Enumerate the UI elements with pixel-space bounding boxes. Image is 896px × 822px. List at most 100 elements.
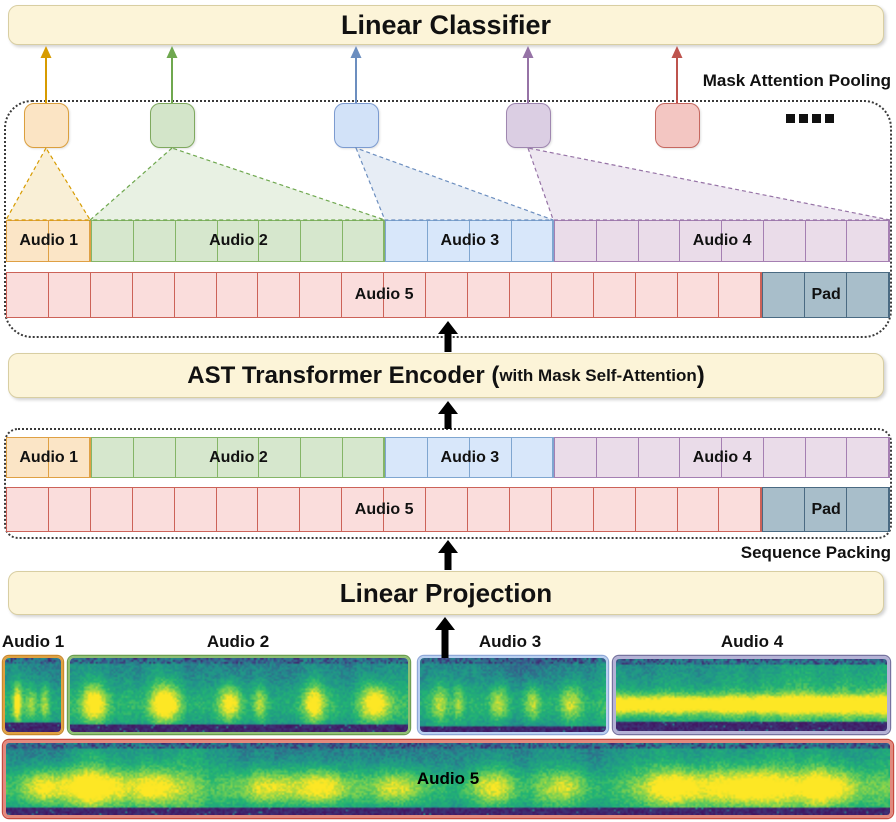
token-cell <box>763 273 806 317</box>
spectrogram-audio1 <box>3 656 63 734</box>
token-cell <box>847 273 889 317</box>
token-cell <box>805 273 848 317</box>
token-row-pool-2: Audio 5 Pad <box>6 272 890 318</box>
spectrogram-audio5: Audio 5 <box>3 740 893 818</box>
class-token-box-audio4 <box>505 103 551 148</box>
token-row-pool-1: Audio 1 Audio 2 Audio 3 Audio 4 <box>6 220 890 262</box>
token-segment-pad: Pad <box>762 487 890 532</box>
token-cell <box>301 438 343 477</box>
token-cell <box>470 438 512 477</box>
token-cell <box>300 488 343 531</box>
token-cell <box>49 273 91 317</box>
token-segment-audio3: Audio 3 <box>385 437 555 478</box>
token-cell <box>555 221 597 261</box>
token-cell <box>49 221 91 261</box>
token-cell <box>678 273 720 317</box>
encoder-label-detail: with Mask Self-Attention <box>499 365 697 385</box>
token-cell <box>92 438 135 477</box>
token-cell <box>555 438 597 477</box>
token-cell <box>594 273 636 317</box>
token-cell <box>218 221 260 261</box>
token-cell <box>259 438 302 477</box>
spectrogram-caption-audio2: Audio 2 <box>206 632 270 651</box>
token-cell <box>134 221 176 261</box>
token-cell <box>386 438 429 477</box>
token-cell <box>92 221 135 261</box>
mask-attention-pooling-label: Mask Attention Pooling <box>702 71 891 90</box>
spectrogram-canvas-audio4 <box>616 659 887 731</box>
sequence-packing-label: Sequence Packing <box>740 543 891 562</box>
spectrogram-caption-audio3: Audio 3 <box>478 632 542 651</box>
token-cell <box>552 273 594 317</box>
token-cell <box>7 438 49 477</box>
token-cell <box>217 488 259 531</box>
token-cell <box>722 221 764 261</box>
token-segment-audio1: Audio 1 <box>6 437 92 478</box>
token-cell <box>428 438 470 477</box>
sequence-packing-container <box>4 428 892 539</box>
pooling-arrow-head-audio3 <box>350 46 362 58</box>
spectrogram-canvas-audio3 <box>420 658 606 732</box>
token-cell <box>133 273 175 317</box>
token-cell <box>49 488 91 531</box>
token-segment-audio2: Audio 2 <box>91 437 386 478</box>
spectrogram-caption-audio1: Audio 1 <box>1 632 65 651</box>
token-cell <box>722 438 764 477</box>
token-cell <box>426 273 468 317</box>
token-cell <box>512 221 554 261</box>
token-cell <box>847 438 890 477</box>
token-cell <box>764 438 806 477</box>
token-cell <box>300 273 343 317</box>
token-cell <box>468 488 510 531</box>
flow-arrow-shaft-2 <box>444 412 452 429</box>
token-cell <box>764 221 806 261</box>
token-cell <box>175 488 217 531</box>
token-segment-pad: Pad <box>762 272 890 318</box>
token-cell <box>678 488 720 531</box>
token-cell <box>91 273 133 317</box>
token-cell <box>218 438 260 477</box>
flow-arrow-head-2 <box>438 401 458 414</box>
token-cell <box>594 488 636 531</box>
token-cell <box>176 221 218 261</box>
token-cell <box>597 438 639 477</box>
token-segment-audio5: Audio 5 <box>6 272 763 318</box>
token-cell <box>49 438 91 477</box>
token-segment-audio3: Audio 3 <box>385 220 555 262</box>
token-cell <box>468 273 510 317</box>
token-cell <box>636 488 678 531</box>
token-cell <box>342 273 385 317</box>
token-cell <box>176 438 218 477</box>
token-cell <box>806 438 848 477</box>
spectrogram-audio2 <box>68 656 410 734</box>
token-cell <box>552 488 594 531</box>
flow-arrow-head-3 <box>438 540 458 553</box>
token-cell <box>426 488 468 531</box>
token-segment-audio2: Audio 2 <box>91 220 386 262</box>
ast-encoder-box: AST Transformer Encoder (with Mask Self-… <box>8 353 884 398</box>
linear-projection-box: Linear Projection <box>8 571 884 615</box>
token-segment-audio4: Audio 4 <box>554 220 890 262</box>
token-cell <box>343 438 385 477</box>
token-cell <box>175 273 217 317</box>
ellipsis-dots-icon <box>786 114 834 123</box>
token-cell <box>343 221 385 261</box>
flow-arrow-head-4 <box>435 617 455 630</box>
token-cell <box>847 488 889 531</box>
token-cell <box>384 273 427 317</box>
spectrogram-canvas-audio5 <box>6 743 890 815</box>
token-cell <box>806 221 848 261</box>
token-cell <box>342 488 385 531</box>
token-cell <box>719 488 762 531</box>
token-cell <box>805 488 848 531</box>
linear-classifier-box: Linear Classifier <box>8 5 884 45</box>
pooling-arrow-head-audio1 <box>40 46 52 58</box>
token-cell <box>680 438 723 477</box>
encoder-label-main: AST Transformer Encoder ( <box>187 361 500 389</box>
token-cell <box>7 221 49 261</box>
pooling-arrow-head-audio2 <box>166 46 178 58</box>
flow-arrow-shaft-4 <box>441 628 449 658</box>
token-cell <box>7 488 49 531</box>
token-segment-audio5: Audio 5 <box>6 487 763 532</box>
